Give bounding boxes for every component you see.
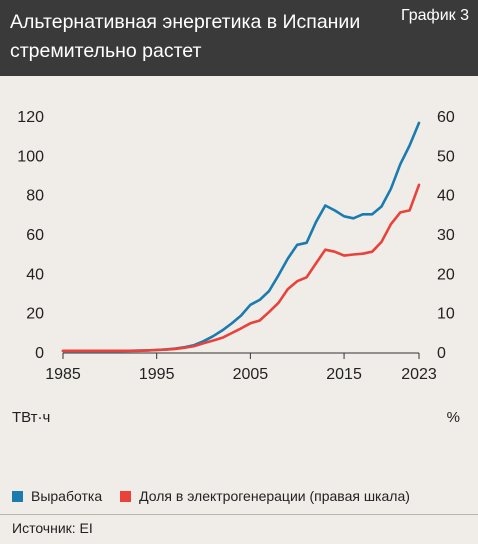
source-note: Источник: EI (12, 520, 93, 536)
right-axis-unit: % (446, 409, 460, 426)
y-left-tick-label: 100 (17, 148, 44, 165)
x-tick-label: 2023 (401, 366, 437, 383)
legend-swatch-generation (12, 490, 23, 502)
left-axis-unit: ТВт·ч (12, 409, 51, 426)
source-divider (0, 514, 478, 515)
y-right-tick-label: 60 (437, 109, 455, 126)
y-right-tick-label: 0 (437, 345, 446, 362)
y-right-tick-label: 30 (437, 227, 455, 244)
chart-title: Альтернативная энергетика в Испании стре… (10, 11, 361, 62)
y-left-tick-label: 80 (26, 188, 44, 205)
x-tick-label: 1985 (45, 366, 81, 383)
legend-label-share: Доля в электрогенерации (правая шкала) (139, 488, 410, 504)
legend-label-generation: Выработка (31, 488, 103, 504)
y-right-tick-label: 50 (437, 148, 455, 165)
y-left-tick-label: 20 (26, 306, 44, 323)
legend-item-generation: Выработка (12, 488, 102, 504)
x-tick-label: 1995 (139, 366, 175, 383)
x-tick-label: 2015 (326, 366, 362, 383)
legend-item-share: Доля в электрогенерации (правая шкала) (120, 488, 410, 504)
y-right-tick-label: 20 (437, 266, 455, 283)
series-line-share (61, 183, 421, 353)
chart-number: График 3 (400, 7, 469, 24)
y-left-tick-label: 40 (26, 266, 44, 283)
line-chart: 0 20 40 60 80 100 120 0 10 20 30 40 50 60 1985 1995 2005… (17, 109, 455, 383)
y-right-tick-label: 10 (437, 306, 455, 323)
chart-header: Альтернативная энергетика в Испании стре… (0, 0, 478, 76)
y-right-tick-label: 40 (437, 188, 455, 205)
legend: Выработка Доля в электрогенерации (права… (12, 488, 428, 504)
y-left-tick-label: 120 (17, 109, 44, 126)
y-left-tick-label: 0 (35, 345, 44, 362)
series-line-generation (61, 121, 421, 353)
y-left-tick-label: 60 (26, 227, 44, 244)
x-tick-label: 2005 (233, 366, 269, 383)
legend-swatch-share (120, 490, 132, 502)
